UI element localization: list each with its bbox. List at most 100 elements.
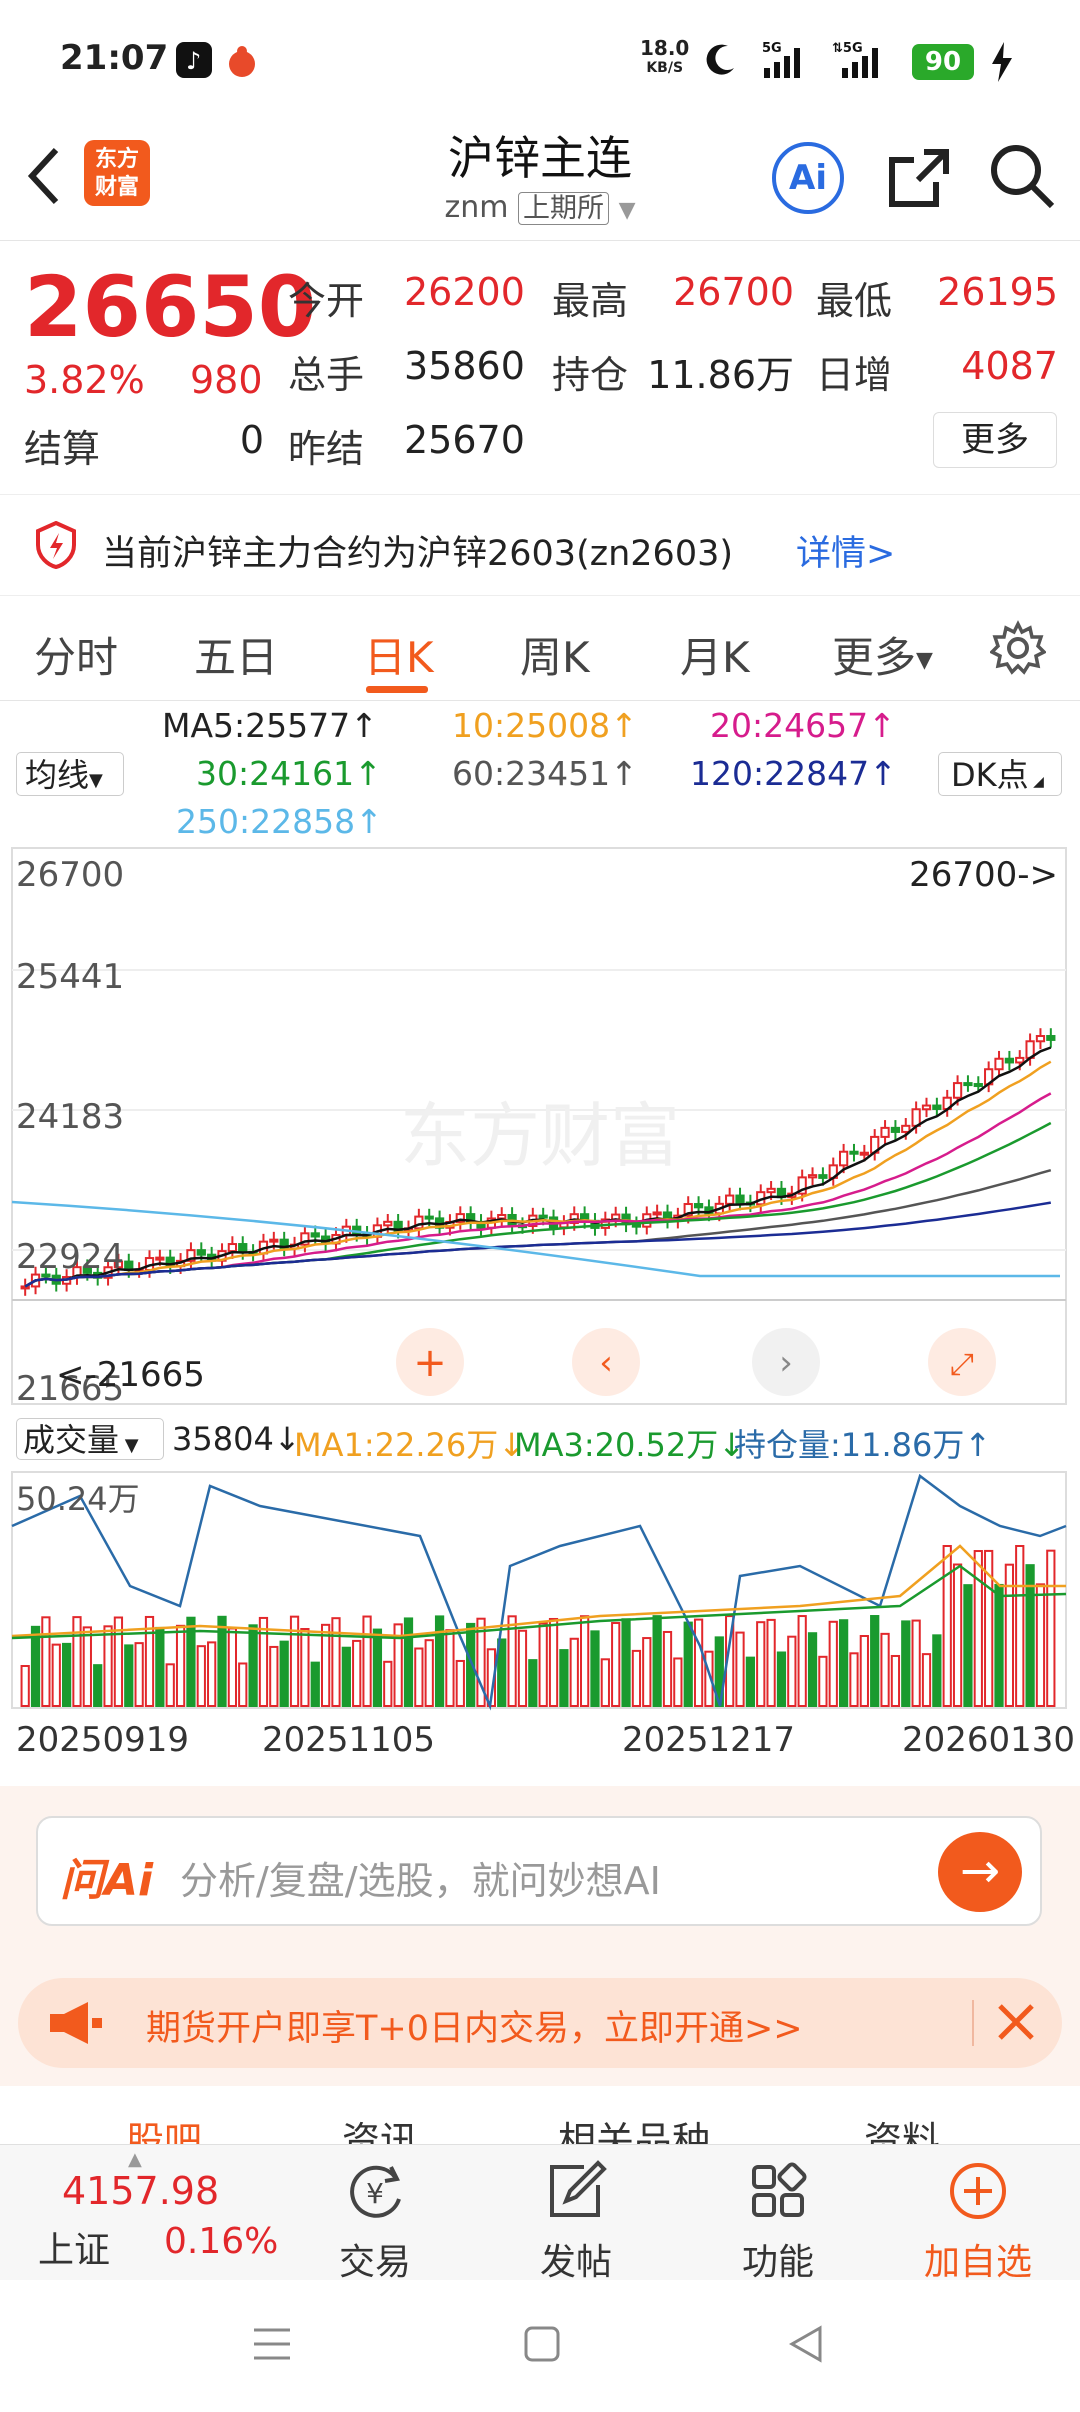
candle-body [818,1174,828,1179]
more-quote-button[interactable]: 更多 [933,412,1057,468]
volume-bar [352,1639,362,1707]
charging-icon [990,42,1014,86]
page-title: 沪锌主连 [448,131,632,185]
pan-left-button[interactable] [572,1328,640,1396]
volume-bar [890,1654,901,1708]
candle-body [538,1214,548,1219]
volume-bar [1004,1563,1015,1708]
volume-bar [797,1615,807,1707]
volume-bar [30,1625,41,1707]
fullscreen-button[interactable] [928,1328,996,1396]
index-ticker[interactable]: ▲ 4157.98 上证 0.16% [0,2145,278,2281]
nav-post[interactable]: 发帖 [496,2145,656,2283]
candle-body [227,1243,238,1253]
ai-button[interactable]: Ai [772,142,844,214]
ai-ask-input[interactable]: 问Ai 分析/复盘/选股，就问妙想AI → [36,1816,1042,1926]
dropdown-icon: ▼ [618,198,636,223]
bottom-nav: ▲ 4157.98 上证 0.16% ¥ 交易 发帖 功能 加自选 [0,2144,1080,2283]
nav-trade[interactable]: ¥ 交易 [295,2145,455,2283]
candle-body [186,1249,196,1262]
candle-body [300,1232,310,1246]
notice-detail-link[interactable]: 详情> [796,534,896,574]
share-icon[interactable] [884,142,954,216]
date-label-0: 20250919 [16,1720,190,1760]
low-label: 最低 [816,279,893,323]
volume-bar [818,1655,828,1708]
megaphone-icon [44,1998,106,2052]
home-icon[interactable] [522,2324,562,2368]
expand-icon: ⤢ [950,1347,974,1382]
open-label: 今开 [288,279,365,323]
tab-monthly-k[interactable]: 月K [680,633,750,682]
tab-more[interactable]: 更多▼ [832,633,933,682]
section-tab-info[interactable]: 资料 [864,2119,941,2144]
candle-body [652,1211,662,1216]
promo-banner[interactable]: 期货开户即享T+0日内交易，立即开通>> [18,1978,1062,2068]
pan-right-button[interactable] [752,1328,820,1396]
nav-functions[interactable]: 功能 [698,2145,858,2283]
chart-frame [11,847,1067,1405]
menu-icon[interactable] [252,2324,292,2368]
ai-submit-arrow-icon[interactable]: → [938,1832,1022,1912]
volume-value: 35860 [404,344,525,388]
candle-body [911,1108,921,1127]
volume-lines [11,1473,1067,1711]
volume-indicator-select[interactable]: 成交量 ▼ [16,1418,164,1460]
low-marker: <-21665 [56,1355,205,1395]
contract-subtitle[interactable]: znm 上期所 ▼ [444,190,636,225]
volume-bar [41,1616,51,1707]
y-tick-3: 22924 [16,1237,124,1277]
volume-bar [445,1629,455,1707]
close-icon[interactable] [992,1998,1040,2050]
settings-gear-icon[interactable] [989,620,1047,680]
dk-point-select[interactable]: DK点 ◢ [938,752,1062,796]
volume-bar [61,1642,72,1707]
volume-bar [310,1661,320,1708]
ma10-label: 10:25008↑ [452,706,638,745]
index-name: 上证 [38,2230,111,2271]
volume-bar [300,1628,310,1708]
volume-bar [994,1583,1004,1707]
back-nav-icon[interactable] [786,2324,826,2368]
candle-body [238,1243,248,1253]
volume-bar [258,1616,269,1707]
system-nav-bar [0,2280,1080,2412]
section-tab-news[interactable]: 资讯 [342,2119,419,2144]
candle-body [113,1260,124,1269]
zoom-in-button[interactable] [396,1328,464,1396]
volume-bar [766,1618,776,1707]
candle-body [1046,1035,1056,1041]
candle-body [963,1082,973,1087]
volume-bar [683,1621,693,1707]
section-tab-related[interactable]: 相关品种 [558,2119,711,2144]
open-interest-line [11,1473,1067,1711]
candle-body [901,1124,911,1133]
volume-bar [93,1664,103,1707]
volume-bar [911,1619,921,1707]
y-tick-4: 21665 [16,1369,124,1409]
volume-chart[interactable]: 50.24万 [0,1466,1080,1716]
volume-bar [331,1617,341,1707]
tab-weekly-k[interactable]: 周K [520,633,590,682]
ma10-line [24,1060,1052,1288]
tab-intraday[interactable]: 分时 [34,633,119,682]
volume-bar [901,1620,911,1707]
tab-daily-k[interactable]: 日K [364,633,434,682]
kline-chart[interactable]: 东方财富 26700 25441 24183 22924 21665 26700… [0,840,1080,1420]
back-icon[interactable] [24,144,64,212]
volume-bar [642,1637,652,1707]
candle-body [921,1104,932,1111]
search-icon[interactable] [986,140,1058,216]
ma-select[interactable]: 均线▼ [16,752,124,796]
triangle-up-icon: ▲ [128,2149,142,2170]
volume-bar [942,1545,952,1707]
volume-bar [20,1665,30,1707]
volume-bar [600,1658,610,1707]
volume-bar [424,1639,434,1707]
volume-bar [538,1622,548,1707]
nav-add-watchlist[interactable]: 加自选 [898,2145,1058,2283]
section-tab-guba[interactable]: 股吧 [126,2119,203,2144]
volume-bar [590,1630,600,1708]
volume-bar [82,1626,92,1707]
tab-five-day[interactable]: 五日 [194,633,279,682]
